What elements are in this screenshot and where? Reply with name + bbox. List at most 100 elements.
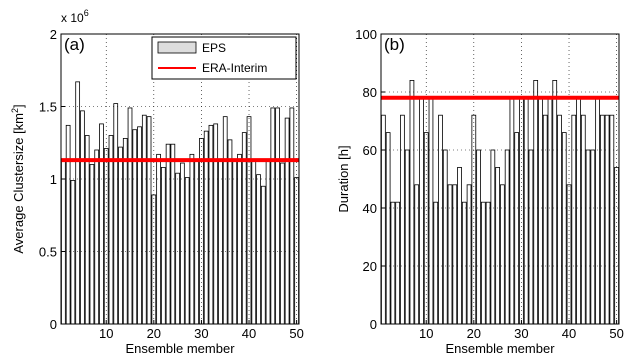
y-tick-label: 0 [50, 317, 57, 332]
bar-14 [122, 137, 128, 325]
bar-41 [251, 161, 257, 325]
bar-13 [438, 114, 443, 325]
bar-11 [108, 135, 114, 325]
x-tick-label: 20 [147, 326, 161, 341]
bar-22 [160, 166, 166, 325]
x-tick-label: 10 [99, 326, 113, 341]
y-tick-label: 0 [370, 317, 377, 332]
bar-40 [246, 116, 252, 325]
legend-era-label: ERA-Interim [202, 61, 267, 75]
bar-8 [414, 184, 420, 325]
bar-3 [70, 180, 76, 325]
bar-4 [395, 201, 401, 325]
bar-45 [590, 149, 596, 325]
bar-26 [500, 184, 505, 325]
bar-37 [552, 80, 558, 325]
x-tick-label: 50 [609, 326, 623, 341]
bar-10 [423, 132, 429, 325]
bar-27 [184, 177, 190, 325]
bar-32 [528, 149, 534, 325]
bar-11 [428, 97, 434, 325]
bar-22 [480, 201, 486, 325]
bar-36 [227, 139, 233, 325]
bar-33 [533, 80, 539, 325]
chart-panel-a: 10 20 30 40 50 0 0.5 1 1.5 2 (a) x 106 Average Cl… [10, 8, 304, 356]
exponent-power: 6 [84, 8, 89, 18]
y-tick-label: 0.5 [39, 245, 57, 260]
bar-46 [595, 97, 600, 325]
bar-12 [113, 103, 119, 325]
bar-23 [485, 201, 491, 325]
y-axis-label-b: Duration [h] [336, 145, 351, 212]
y-tick-label: 100 [355, 27, 377, 42]
bar-35 [222, 116, 228, 325]
bar-33 [213, 123, 219, 325]
bar-19 [146, 116, 152, 325]
bar-12 [433, 201, 439, 325]
bar-46 [275, 107, 280, 325]
x-axis-label-b: Ensemble member [445, 341, 555, 356]
y-exponent-label: x 106 [61, 8, 89, 25]
y-tick-label: 80 [363, 85, 377, 100]
x-axis-label-a: Ensemble member [125, 341, 235, 356]
exponent-base: x 10 [61, 11, 84, 25]
grid-b [381, 33, 619, 325]
bar-42 [576, 97, 581, 325]
bar-43 [580, 114, 586, 325]
bar-41 [571, 114, 577, 325]
bar-42 [256, 174, 261, 325]
bar-18 [461, 201, 467, 325]
y-axis-label-a-main: Average Clustersize [km [11, 113, 26, 254]
x-tick-label: 10 [419, 326, 433, 341]
bar-9 [99, 123, 104, 325]
y-axis-label-a-end: ] [11, 104, 26, 108]
bar-37 [232, 161, 238, 325]
bar-31 [523, 97, 529, 325]
bar-26 [180, 162, 185, 325]
y-tick-label: 1 [50, 172, 57, 187]
x-tick-label: 30 [514, 326, 528, 341]
bar-24 [490, 149, 496, 325]
bar-48 [284, 117, 290, 325]
x-tick-label: 50 [289, 326, 303, 341]
legend: EPS ERA-Interim [151, 36, 297, 80]
bar-47 [279, 162, 285, 325]
bar-36 [547, 97, 553, 325]
legend-eps-label: EPS [202, 41, 226, 55]
bar-38 [237, 153, 242, 325]
bar-17 [137, 126, 142, 325]
bar-6 [404, 149, 410, 325]
bar-19 [466, 184, 472, 325]
bar-39 [561, 132, 567, 325]
y-axis-label-a: Average Clustersize [km2] [10, 104, 26, 253]
panel-label-a: (a) [64, 35, 85, 54]
x-tick-label: 40 [242, 326, 256, 341]
bar-2 [65, 124, 71, 325]
bar-9 [419, 97, 424, 325]
x-tick-label: 30 [194, 326, 208, 341]
bar-24 [170, 143, 176, 325]
bar-16 [452, 184, 458, 325]
bar-28 [509, 97, 515, 325]
legend-eps-swatch [157, 41, 197, 54]
bar-5 [400, 114, 405, 325]
bar-23 [165, 143, 171, 325]
bar-44 [265, 161, 271, 325]
bar-5 [80, 110, 85, 325]
bar-14 [442, 149, 448, 325]
y-tick-label: 1.5 [39, 100, 57, 115]
bar-7 [409, 80, 415, 325]
bars-a [61, 81, 299, 325]
bar-17 [457, 166, 462, 325]
y-tick-label: 60 [363, 143, 377, 158]
bar-27 [504, 149, 510, 325]
bar-48 [604, 114, 610, 325]
bar-13 [118, 146, 123, 325]
bar-15 [447, 184, 453, 325]
y-tick-label: 20 [363, 259, 377, 274]
bar-32 [208, 124, 214, 325]
bar-29 [194, 161, 200, 325]
bar-29 [514, 132, 520, 325]
bar-45 [270, 107, 276, 325]
